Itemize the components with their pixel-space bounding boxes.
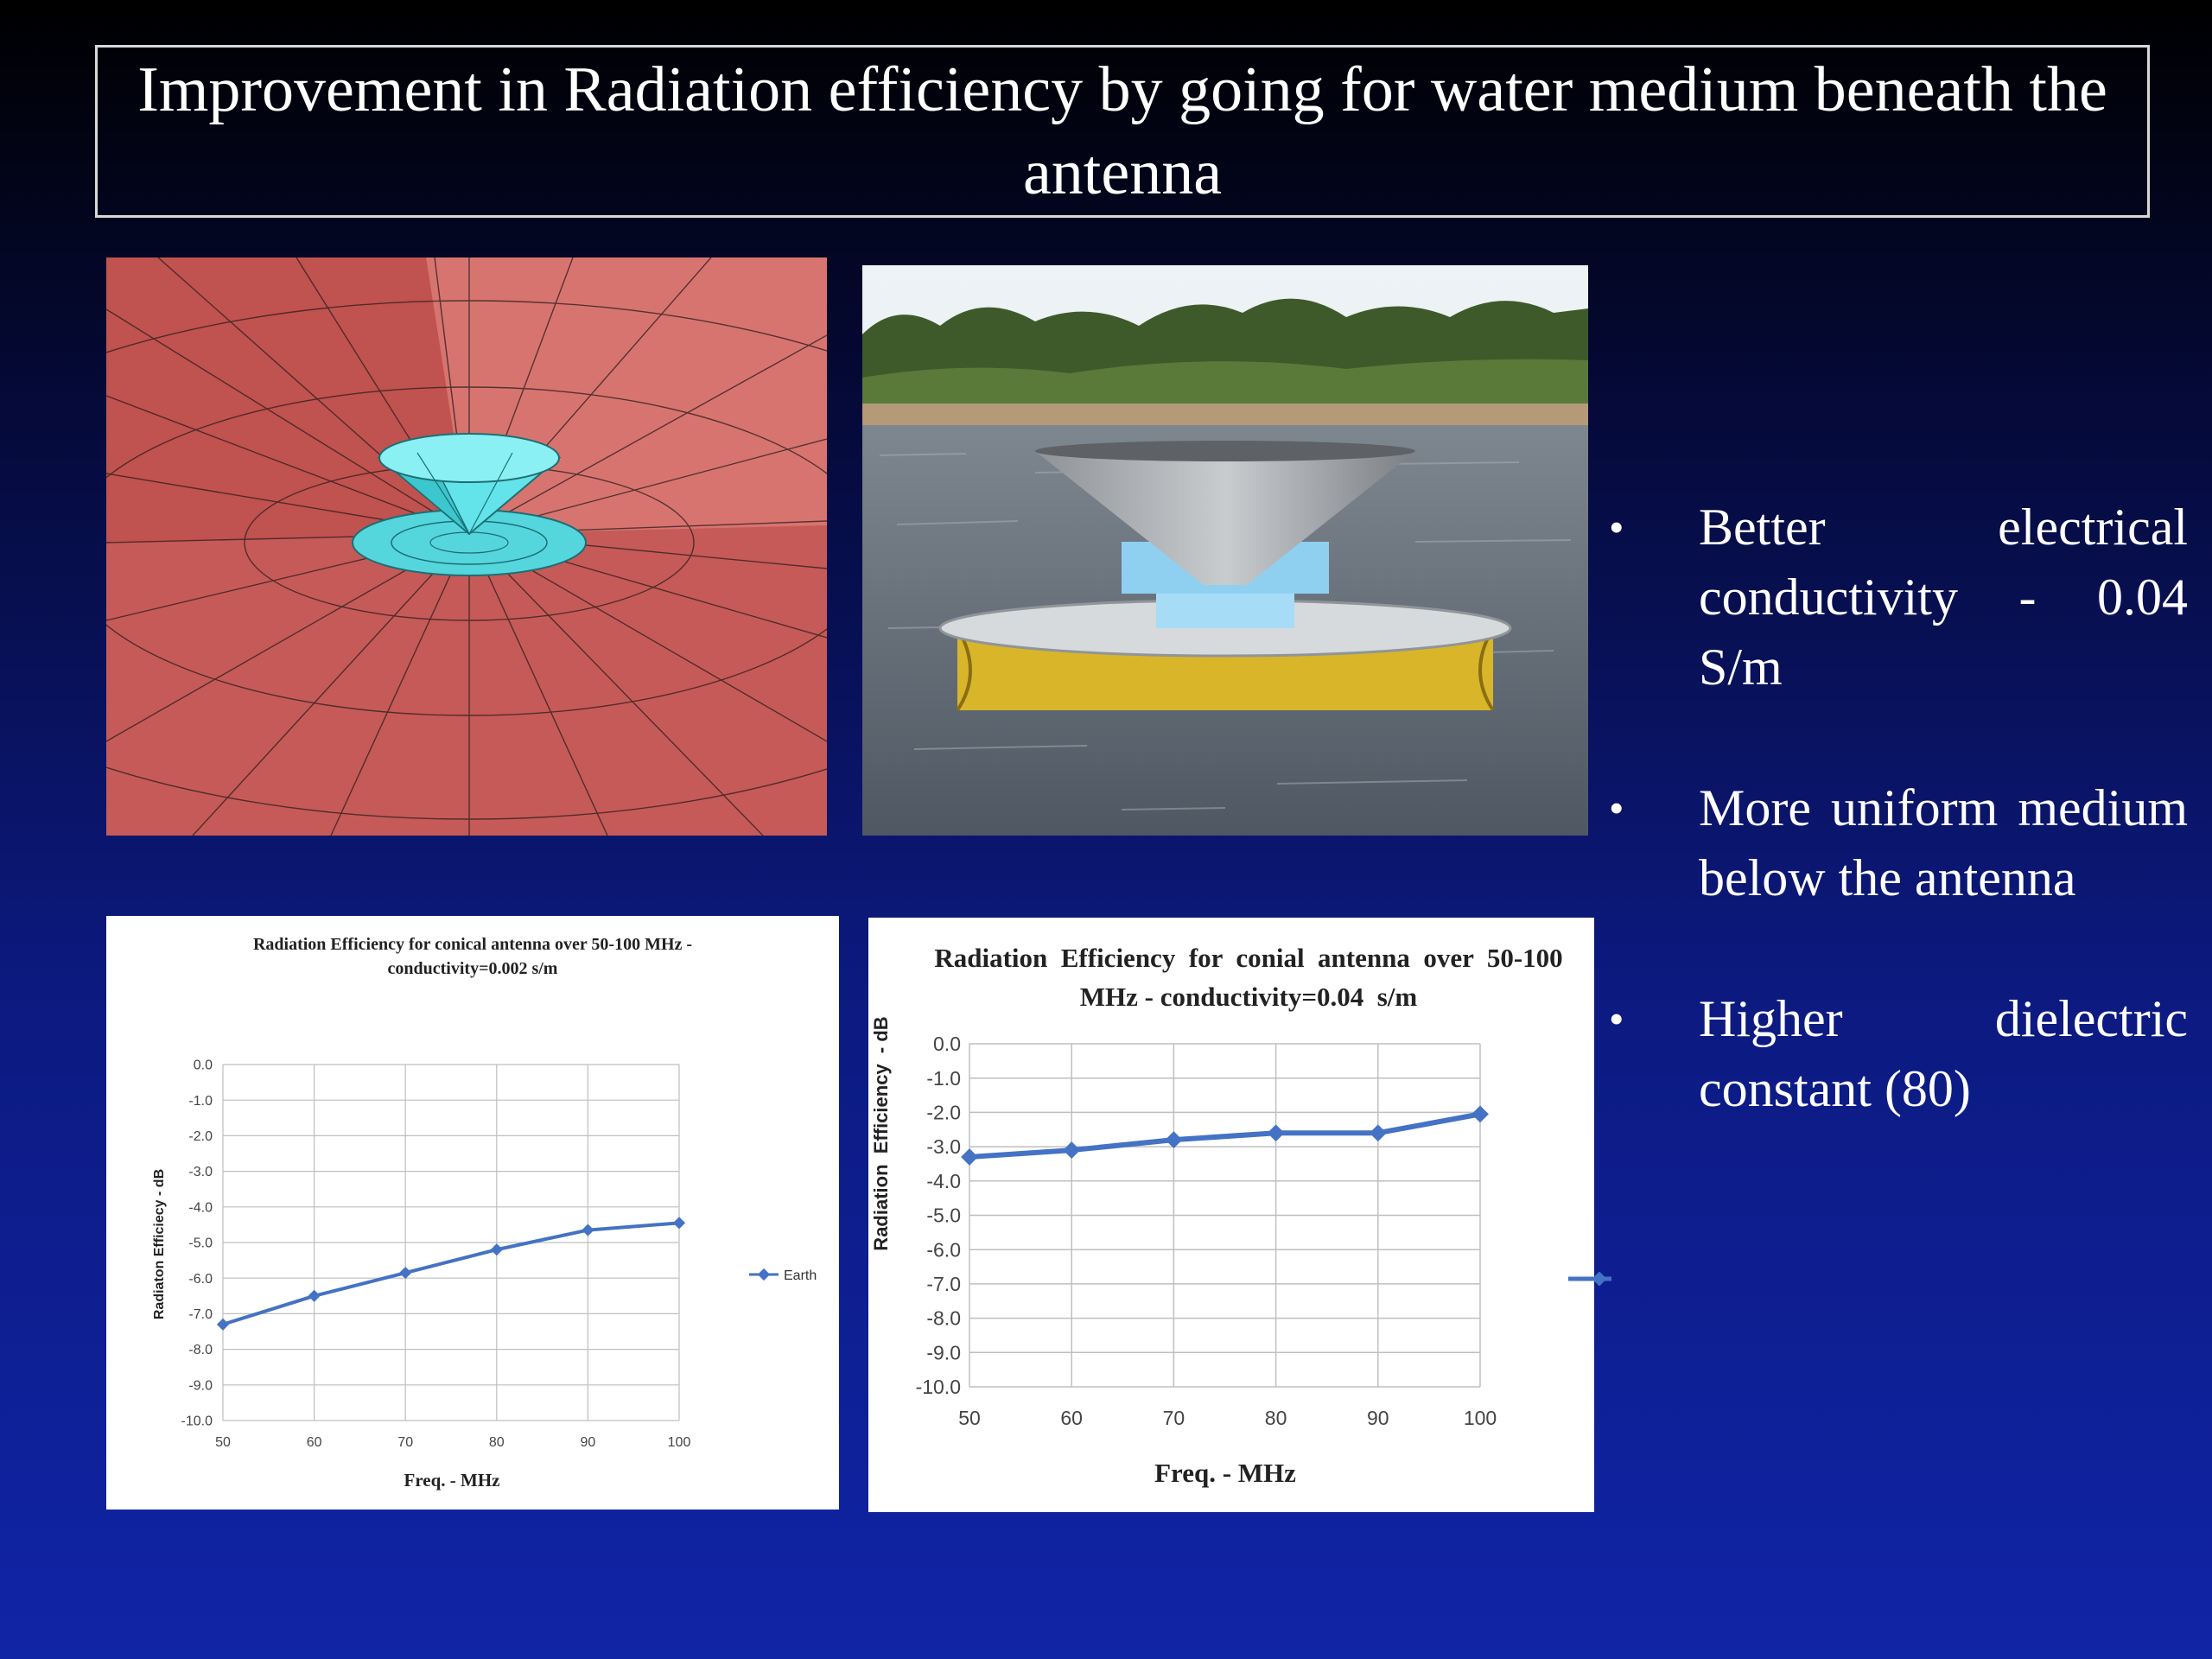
data-point xyxy=(582,1224,594,1236)
y-tick-label: -7.0 xyxy=(188,1307,213,1322)
y-tick-label: -5.0 xyxy=(926,1205,961,1227)
chart-1-legend-earth: Earth xyxy=(784,1268,817,1283)
y-tick-label: -5.0 xyxy=(188,1236,213,1251)
x-tick-label: 80 xyxy=(489,1435,505,1450)
bullet-dot-icon: • xyxy=(1609,784,1624,832)
chart-1-y-ticks: 0.0 -1.0 -2.0 -3.0 -4.0 -5.0 -6.0 -7.0 -8.0 -9.0 -… xyxy=(181,1058,213,1429)
slide-title-box: Improvement in Radiation efficiency by g… xyxy=(95,45,2150,218)
conical-antenna-model-icon xyxy=(106,257,827,836)
bullet-text: More uniform medium below the antenna xyxy=(1699,779,2188,906)
bullet-dot-icon: • xyxy=(1609,995,1624,1043)
y-tick-label: -8.0 xyxy=(926,1307,961,1330)
data-point xyxy=(490,1243,503,1256)
y-tick-label: -2.0 xyxy=(926,1101,961,1123)
chart-2-legend-marker-cropped xyxy=(1568,1272,1611,1286)
y-tick-label: -1.0 xyxy=(188,1094,213,1109)
y-tick-label: -10.0 xyxy=(916,1376,961,1398)
x-tick-label: 70 xyxy=(397,1435,413,1450)
y-tick-label: -7.0 xyxy=(926,1273,961,1295)
chart-1-x-ticks: 50 60 70 80 90 100 xyxy=(215,1435,690,1450)
x-tick-label: 70 xyxy=(1163,1407,1185,1429)
chart-2-gridlines xyxy=(969,1043,1481,1388)
bullet-item-uniform-medium: • More uniform medium below the antenna xyxy=(1609,773,2188,913)
data-point xyxy=(1063,1141,1081,1159)
y-tick-label: -6.0 xyxy=(926,1238,961,1261)
x-tick-label: 50 xyxy=(215,1435,231,1450)
antenna-on-water-photo-icon xyxy=(862,265,1588,836)
chart-2-y-ticks: 0.0 -1.0 -2.0 -3.0 -4.0 -5.0 -6.0 -7.0 -8.0 -9.0 -… xyxy=(916,1033,961,1398)
chart-water-conductivity-004: Radiation Efficiency for conial antenna … xyxy=(868,918,1594,1512)
y-tick-label: -1.0 xyxy=(926,1067,961,1090)
chart-1-title-line-2: conductivity=0.002 s/m xyxy=(388,959,558,978)
y-tick-label: -8.0 xyxy=(188,1343,213,1357)
x-tick-label: 50 xyxy=(958,1407,981,1429)
y-tick-label: -9.0 xyxy=(926,1341,961,1363)
chart-2-title-line-2: MHz - conductivity=0.04 s/m xyxy=(1080,982,1418,1012)
data-point xyxy=(1267,1124,1285,1142)
y-tick-label: -4.0 xyxy=(188,1200,213,1215)
y-tick-label: 0.0 xyxy=(933,1033,961,1055)
y-tick-label: -10.0 xyxy=(181,1414,213,1429)
bullet-text: Higher dielectric constant (80) xyxy=(1699,990,2188,1117)
y-tick-label: -4.0 xyxy=(926,1170,961,1192)
series-line xyxy=(969,1111,1481,1160)
chart-earth-conductivity-002: Radiation Efficiency for conical antenna… xyxy=(106,916,839,1510)
data-point xyxy=(672,1217,686,1230)
bullet-dot-icon: • xyxy=(1609,503,1624,551)
x-tick-label: 60 xyxy=(307,1435,322,1450)
x-tick-label: 90 xyxy=(1367,1407,1389,1429)
chart-2-svg: Radiation Efficiency for conial antenna … xyxy=(870,943,1563,1488)
chart-1-x-axis-label: Freq. - MHz xyxy=(404,1470,500,1491)
data-point xyxy=(1471,1105,1489,1123)
y-tick-label: -3.0 xyxy=(926,1135,961,1158)
data-point xyxy=(1369,1124,1387,1142)
chart-1-gridlines xyxy=(222,1064,680,1421)
bullet-item-dielectric: • Higher dielectric constant (80) xyxy=(1609,984,2188,1124)
slide-title: Improvement in Radiation efficiency by g… xyxy=(137,54,2107,208)
data-point xyxy=(216,1318,230,1331)
y-tick-label: -2.0 xyxy=(188,1129,213,1144)
data-point xyxy=(308,1289,321,1302)
antenna-on-water-photo xyxy=(862,265,1588,836)
x-tick-label: 80 xyxy=(1265,1407,1287,1429)
data-point xyxy=(399,1266,412,1280)
x-tick-label: 60 xyxy=(1060,1407,1083,1429)
bullet-list: • Better electrical conductivity - 0.04 … xyxy=(1609,493,2188,1195)
y-tick-label: -6.0 xyxy=(188,1272,213,1287)
chart-2-title-line-1: Radiation Efficiency for conial antenna … xyxy=(934,943,1562,973)
chart-1-legend: Earth xyxy=(749,1268,817,1283)
x-tick-label: 100 xyxy=(1464,1407,1497,1429)
chart-2-x-axis-label: Freq. - MHz xyxy=(1154,1458,1296,1488)
data-point xyxy=(1165,1131,1183,1149)
chart-1-title-line-1: Radiation Efficiency for conical antenna… xyxy=(253,935,692,954)
y-tick-label: -3.0 xyxy=(188,1165,213,1179)
chart-1-y-axis-label: Radiaton Efficiecy - dB xyxy=(152,1169,167,1319)
conical-antenna-model-image xyxy=(106,257,827,836)
data-point xyxy=(961,1148,978,1166)
bullet-item-conductivity: • Better electrical conductivity - 0.04 … xyxy=(1609,493,2188,702)
bullet-text: Better electrical conductivity - 0.04 S/… xyxy=(1699,499,2188,696)
x-tick-label: 90 xyxy=(581,1435,596,1450)
series-line xyxy=(222,1221,680,1326)
chart-2-y-axis-label: Radiation Efficiency - dB xyxy=(870,1016,892,1250)
y-tick-label: -9.0 xyxy=(188,1378,213,1393)
y-tick-label: 0.0 xyxy=(194,1058,213,1073)
chart-2-x-ticks: 50 60 70 80 90 100 xyxy=(958,1407,1497,1429)
chart-2-series xyxy=(961,1105,1489,1166)
chart-1-svg: Radiation Efficiency for conical antenna… xyxy=(152,935,817,1491)
chart-1-series xyxy=(216,1217,686,1331)
x-tick-label: 100 xyxy=(668,1435,691,1450)
